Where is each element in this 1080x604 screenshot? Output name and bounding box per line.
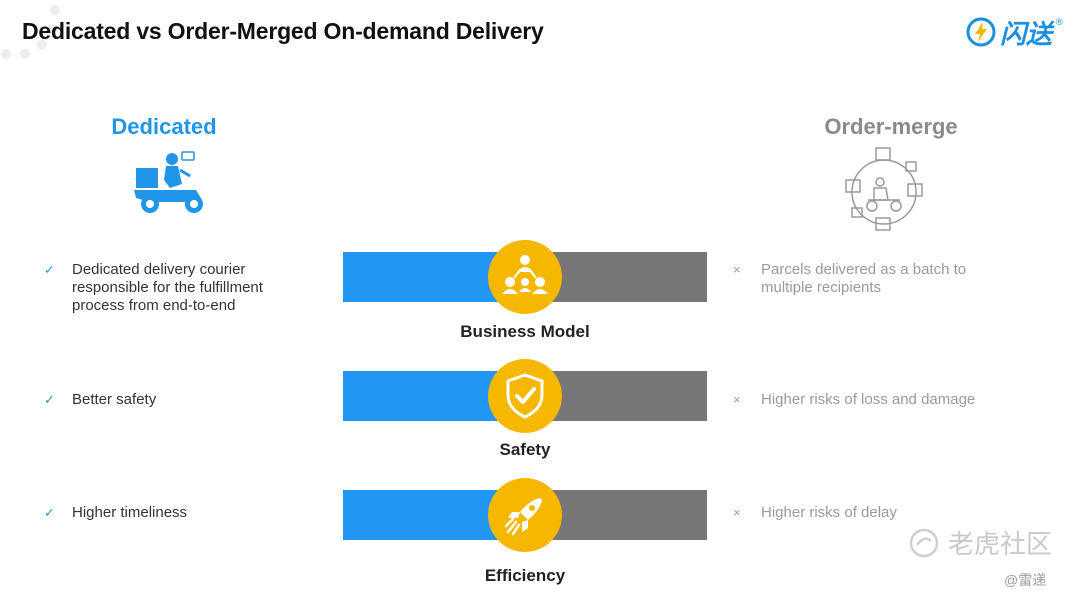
business-model-badge bbox=[488, 240, 562, 314]
order-merge-icon bbox=[845, 147, 923, 231]
scooter-courier-icon bbox=[134, 151, 203, 213]
watermark-author: @雷递 bbox=[1004, 572, 1047, 588]
pro-item-business-model: ✓ Dedicated delivery courier responsible… bbox=[44, 261, 263, 315]
page-title: Dedicated vs Order-Merged On-demand Deli… bbox=[22, 18, 544, 44]
pro-line: responsible for the fulfillment bbox=[72, 279, 263, 296]
people-network-icon bbox=[502, 255, 548, 294]
corner-decoration bbox=[0, 0, 60, 60]
column-heading-order-merge: Order-merge bbox=[824, 114, 958, 139]
watermark-text: 老虎社区 bbox=[948, 529, 1053, 559]
pro-item-efficiency: ✓ Higher timeliness bbox=[44, 504, 187, 522]
pro-line: Better safety bbox=[72, 391, 157, 408]
row-label-efficiency: Efficiency bbox=[484, 566, 566, 585]
check-icon: ✓ bbox=[44, 392, 55, 407]
cross-icon: × bbox=[733, 392, 741, 407]
con-line: Higher risks of delay bbox=[761, 504, 897, 521]
row-label-safety: Safety bbox=[499, 440, 551, 459]
con-line: multiple recipients bbox=[761, 279, 882, 296]
cross-icon: × bbox=[733, 505, 741, 520]
logo-text: 闪送 bbox=[1000, 18, 1053, 49]
brand-logo: 闪送 ® bbox=[966, 14, 1063, 50]
row-label-business-model: Business Model bbox=[460, 322, 590, 341]
rocket-icon bbox=[504, 498, 542, 536]
con-line: Parcels delivered as a batch to bbox=[761, 261, 967, 278]
con-item-efficiency: × Higher risks of delay bbox=[733, 504, 897, 522]
cross-icon: × bbox=[733, 262, 741, 277]
watermark-logo-icon bbox=[909, 528, 939, 557]
con-item-business-model: × Parcels delivered as a batch to multip… bbox=[733, 261, 966, 297]
registered-mark: ® bbox=[1056, 17, 1063, 27]
check-icon: ✓ bbox=[44, 262, 55, 277]
safety-badge bbox=[488, 359, 562, 433]
pro-line: Dedicated delivery courier bbox=[72, 261, 246, 278]
efficiency-badge bbox=[488, 478, 562, 552]
con-line: Higher risks of loss and damage bbox=[761, 391, 976, 408]
check-icon: ✓ bbox=[44, 505, 55, 520]
pro-line: Higher timeliness bbox=[72, 504, 188, 521]
con-item-safety: × Higher risks of loss and damage bbox=[733, 391, 975, 409]
pro-item-safety: ✓ Better safety bbox=[44, 391, 156, 409]
watermark: 老虎社区 bbox=[908, 524, 1052, 561]
pro-line: process from end-to-end bbox=[72, 297, 236, 314]
shield-check-icon bbox=[506, 373, 544, 419]
column-heading-dedicated: Dedicated bbox=[111, 114, 217, 139]
lightning-bolt-icon bbox=[966, 17, 996, 47]
